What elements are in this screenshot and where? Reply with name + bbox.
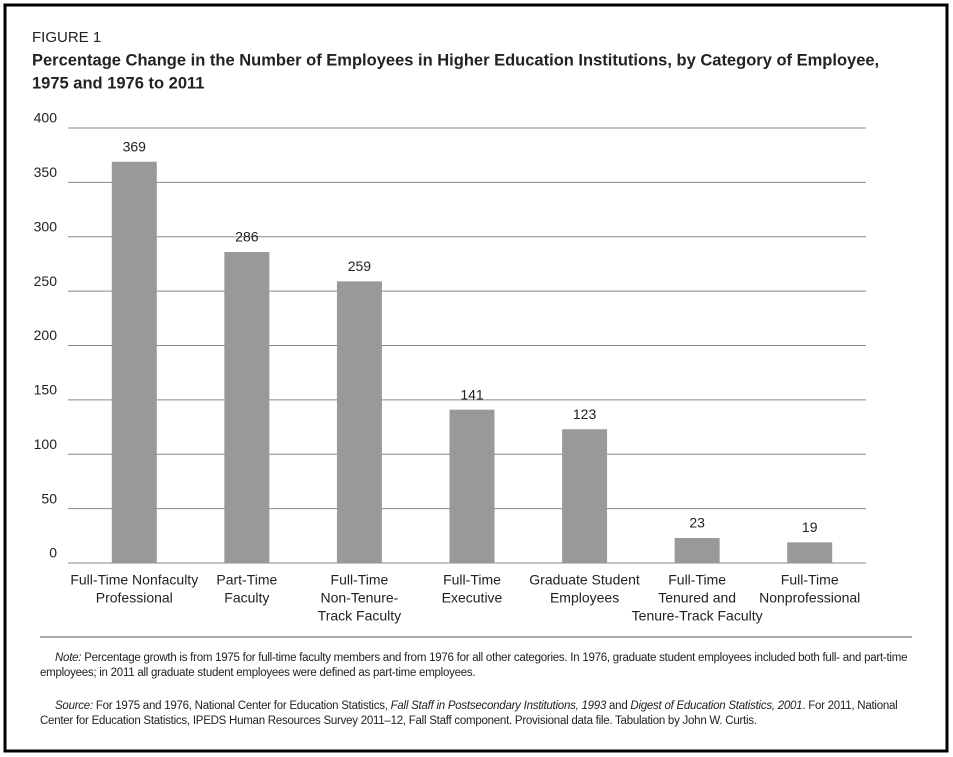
x-tick-label: Full-Time Nonfaculty — [70, 572, 198, 588]
x-tick-label: Part-Time — [216, 572, 277, 588]
y-tick-label: 50 — [41, 490, 57, 506]
y-tick-label: 150 — [34, 382, 58, 398]
x-tick-label: Full-Time — [668, 572, 726, 588]
value-label: 286 — [235, 229, 259, 245]
source-text: Digest of Education Statistics, 2001 — [630, 700, 803, 712]
y-tick-label: 250 — [34, 273, 58, 289]
x-tick-label: Graduate Student — [529, 572, 640, 588]
note: Note: Percentage growth is from 1975 for… — [40, 651, 912, 681]
x-tick-label: Full-Time — [331, 572, 389, 588]
x-tick-label: Faculty — [224, 590, 269, 606]
value-label: 123 — [573, 406, 597, 422]
frame — [3, 3, 949, 753]
source-text: . For 2011, National Center for Educatio… — [40, 700, 898, 727]
bar — [224, 251, 270, 563]
bar — [562, 429, 608, 563]
chart-title: Percentage Change in the Number of Emplo… — [32, 51, 879, 69]
x-tick-label: Tenure-Track Faculty — [632, 608, 763, 624]
bar — [111, 161, 157, 563]
note-label: Note: — [55, 652, 82, 664]
source-label: Source: — [55, 700, 93, 712]
y-tick-label: 200 — [34, 327, 58, 343]
bar — [674, 537, 720, 563]
bar — [336, 281, 382, 563]
value-label: 369 — [123, 138, 147, 154]
value-label: 141 — [460, 386, 484, 402]
source-text: For 1975 and 1976, National Center for E… — [92, 700, 391, 712]
x-tick-label: Track Faculty — [318, 608, 402, 624]
y-tick-label: 350 — [34, 164, 58, 180]
y-tick-label: 300 — [34, 218, 58, 234]
chart-title: 1975 and 1976 to 2011 — [32, 74, 204, 92]
x-tick-label: Non-Tenure- — [321, 590, 399, 606]
value-label: 19 — [802, 519, 818, 535]
source-text: and — [606, 700, 631, 712]
y-tick-label: 0 — [49, 545, 57, 561]
bar — [787, 542, 833, 563]
y-tick-label: 400 — [34, 110, 58, 126]
x-tick-label: Professional — [96, 590, 173, 606]
x-tick-label: Employees — [550, 590, 619, 606]
source-text: Fall Staff in Postsecondary Institutions… — [390, 700, 607, 712]
source: Source: For 1975 and 1976, National Cent… — [40, 699, 912, 729]
value-label: 259 — [348, 258, 372, 274]
value-label: 23 — [689, 515, 705, 531]
x-tick-label: Full-Time — [443, 572, 501, 588]
x-tick-label: Full-Time — [781, 572, 839, 588]
bar — [449, 409, 495, 563]
note-text: Percentage growth is from 1975 for full-… — [40, 652, 908, 679]
y-tick-label: 100 — [34, 436, 58, 452]
x-tick-label: Tenured and — [658, 590, 736, 606]
x-tick-label: Executive — [442, 590, 503, 606]
figure-label: FIGURE 1 — [32, 29, 101, 46]
x-tick-label: Nonprofessional — [759, 590, 860, 606]
